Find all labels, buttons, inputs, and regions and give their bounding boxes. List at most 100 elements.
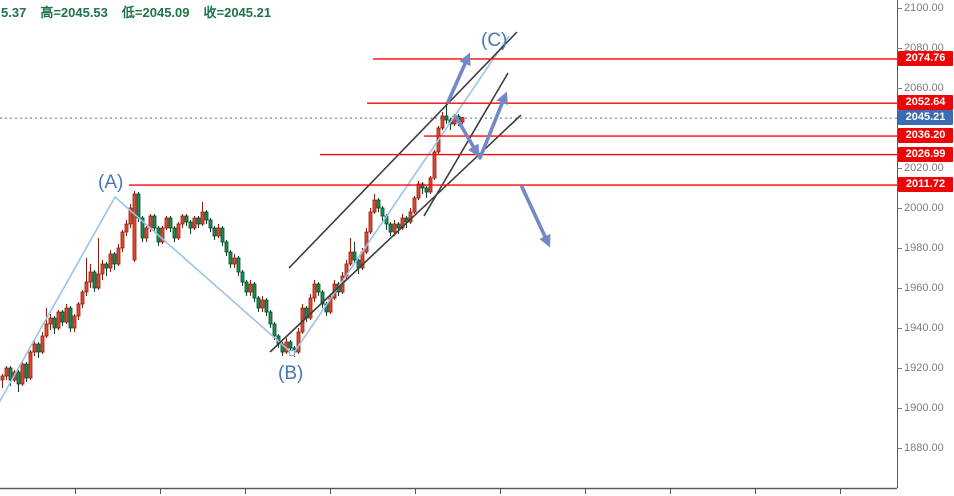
candle-down xyxy=(68,307,73,329)
price-level-badge: 2052.64 xyxy=(898,95,953,111)
impulse-up-arrow[interactable] xyxy=(446,52,471,104)
rebound-up-arrow[interactable] xyxy=(478,91,508,160)
candle-up xyxy=(308,297,313,319)
candle-up xyxy=(368,211,373,233)
candle-down xyxy=(104,263,109,269)
trend-line-mid-channel[interactable] xyxy=(423,72,509,217)
y-axis-tick-label: 1940.00 xyxy=(904,322,944,334)
candle-up xyxy=(76,303,81,317)
candle-down xyxy=(228,251,233,265)
candle-down xyxy=(444,115,449,121)
candle-up xyxy=(364,231,369,253)
ohlc-open-partial: 5.37 xyxy=(1,5,27,20)
candle-up xyxy=(400,217,405,229)
pullback-down-arrow[interactable] xyxy=(454,115,480,158)
ohlc-low: 低=2045.09 xyxy=(121,5,190,20)
price-level-badge: 2011.72 xyxy=(898,177,953,193)
candle-down xyxy=(396,223,401,229)
candle-up xyxy=(248,283,253,293)
y-axis-tick-label: 1920.00 xyxy=(904,362,944,374)
y-axis-tick-label: 2000.00 xyxy=(904,202,944,214)
candle-up xyxy=(216,227,221,237)
candle-up xyxy=(164,217,169,229)
candle-up xyxy=(392,223,397,233)
y-axis-tick-label: 2020.00 xyxy=(904,162,944,174)
candle-down xyxy=(24,363,29,379)
candle-up xyxy=(312,283,317,299)
candle-down xyxy=(264,299,269,313)
candle-down xyxy=(196,217,201,225)
price-level-badge: 2036.20 xyxy=(898,128,953,144)
candle-down xyxy=(208,219,213,229)
y-axis-tick-label: 2100.00 xyxy=(904,2,944,14)
y-axis-tick-label: 1980.00 xyxy=(904,242,944,254)
candle-up xyxy=(96,273,101,289)
candle-up xyxy=(200,211,205,225)
candle-down xyxy=(236,257,241,273)
y-axis-tick-label: 1960.00 xyxy=(904,282,944,294)
candle-down xyxy=(188,221,193,229)
candle-up xyxy=(348,251,353,265)
candle-up xyxy=(260,299,265,309)
candle-up xyxy=(28,351,33,379)
candle-down xyxy=(60,311,65,323)
candle-down xyxy=(224,241,229,253)
candle-up xyxy=(192,217,197,229)
ohlc-close: 收=2045.21 xyxy=(203,5,272,20)
candle-up xyxy=(32,343,37,353)
candle-down xyxy=(272,323,277,337)
candle-down xyxy=(424,187,429,193)
candle-up xyxy=(232,257,237,265)
candle-up xyxy=(296,331,301,353)
candle-down xyxy=(8,367,13,381)
zigzag-handle[interactable] xyxy=(289,350,295,356)
trend-line-upper-channel[interactable] xyxy=(288,31,518,269)
candle-down xyxy=(220,227,225,243)
candle-down xyxy=(112,253,117,265)
current-price-badge: 2045.21 xyxy=(898,110,953,126)
y-axis-tick-label: 1880.00 xyxy=(904,442,944,454)
wave-label-a[interactable]: (A) xyxy=(98,172,124,193)
candle-down xyxy=(36,343,41,353)
candle-down xyxy=(172,227,177,239)
y-axis-tick-label: 2060.00 xyxy=(904,82,944,94)
candle-down xyxy=(404,217,409,223)
candle-up xyxy=(108,253,113,269)
candle-up xyxy=(64,307,69,323)
candle-up xyxy=(4,367,9,377)
candle-up xyxy=(416,183,421,199)
candle-up xyxy=(0,375,5,381)
breakdown-down-arrow[interactable] xyxy=(520,185,551,248)
candle-up xyxy=(176,223,181,239)
candle-down xyxy=(240,271,245,283)
candle-up xyxy=(80,291,85,305)
candle-up xyxy=(160,227,165,243)
ohlc-high: 高=2045.53 xyxy=(40,5,108,20)
candle-up xyxy=(116,247,121,265)
candle-down xyxy=(16,371,21,385)
candle-up xyxy=(432,151,437,179)
abc-zigzag-line[interactable] xyxy=(0,35,510,408)
y-axis-tick-label: 1900.00 xyxy=(904,402,944,414)
candle-up xyxy=(120,231,125,249)
candle-down xyxy=(168,217,173,229)
candle-down xyxy=(320,291,325,305)
candle-up xyxy=(56,311,61,329)
candle-down xyxy=(388,223,393,233)
candle-up xyxy=(148,215,153,229)
candle-up xyxy=(88,271,93,283)
candle-down xyxy=(288,341,293,349)
candle-down xyxy=(244,281,249,293)
candle-down xyxy=(252,283,257,299)
ohlc-readout: 5.37 高=2045.53 低=2045.09 收=2045.21 xyxy=(1,2,285,21)
candle-up xyxy=(372,199,377,213)
candle-down xyxy=(268,311,273,325)
wave-label-b[interactable]: (B) xyxy=(278,363,304,384)
candle-down xyxy=(152,215,157,229)
wave-label-c[interactable]: (C) xyxy=(481,30,508,51)
candle-up xyxy=(180,215,185,225)
candle-up xyxy=(440,115,445,129)
candle-down xyxy=(376,199,381,209)
